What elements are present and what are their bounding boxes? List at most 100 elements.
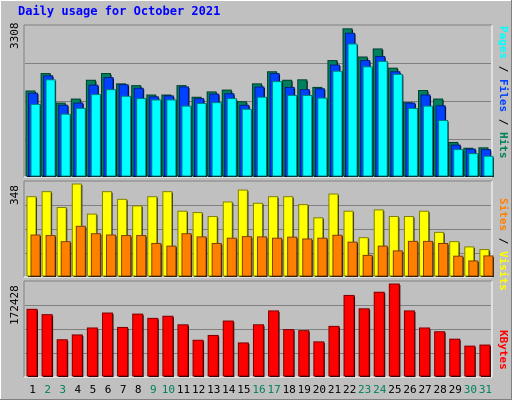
bar-middle-sites-9: [151, 242, 162, 277]
bar-top-pages-9: [151, 99, 162, 177]
bar-bottom-kbytes-3: [56, 339, 68, 377]
legend-pages: Pages: [497, 26, 510, 60]
day-label-6: 6: [105, 383, 112, 396]
bar-top-pages-24: [377, 60, 388, 177]
legend-sites: Sites: [497, 198, 510, 232]
bar-top-pages-22: [347, 43, 358, 177]
day-label-11: 11: [177, 383, 190, 396]
bar-bottom-kbytes-30: [464, 345, 476, 377]
day-label-22: 22: [343, 383, 356, 396]
bar-bottom-kbytes-18: [283, 329, 295, 377]
bar-top-pages-29: [453, 149, 464, 177]
middle-ymax-label: 348: [8, 185, 21, 205]
day-label-15: 15: [237, 383, 250, 396]
top-ymax-label: 3308: [8, 22, 21, 50]
bar-top-pages-15: [241, 108, 252, 177]
bar-bottom-kbytes-10: [162, 315, 174, 377]
bar-top-pages-11: [181, 105, 192, 177]
bar-middle-sites-11: [181, 233, 192, 277]
day-label-20: 20: [313, 383, 326, 396]
bar-bottom-kbytes-25: [388, 283, 400, 377]
bar-middle-sites-15: [241, 236, 252, 277]
legend-kbytes: KBytes: [497, 330, 510, 370]
bar-middle-sites-29: [453, 255, 464, 277]
day-label-18: 18: [283, 383, 296, 396]
bar-top-pages-28: [438, 120, 449, 177]
bar-top-pages-1: [30, 103, 41, 177]
bar-top-pages-31: [483, 155, 494, 177]
bar-middle-sites-16: [256, 236, 267, 277]
bar-top-pages-5: [90, 94, 101, 177]
bottom-right-legend: KBytes: [497, 330, 510, 370]
bar-bottom-kbytes-28: [434, 331, 446, 377]
bar-middle-sites-27: [423, 240, 434, 277]
bar-bottom-kbytes-2: [41, 314, 53, 377]
bar-bottom-kbytes-20: [313, 341, 325, 377]
bar-middle-sites-8: [136, 235, 147, 277]
day-label-31: 31: [479, 383, 492, 396]
bar-bottom-kbytes-27: [419, 327, 431, 377]
bar-bottom-kbytes-29: [449, 338, 461, 377]
bar-bottom-kbytes-14: [222, 320, 234, 377]
bar-top-pages-13: [211, 102, 222, 177]
bar-top-pages-17: [272, 81, 283, 177]
bar-middle-sites-3: [60, 241, 71, 277]
bar-bottom-kbytes-26: [403, 310, 415, 377]
bar-bottom-kbytes-19: [298, 330, 310, 377]
bar-top-pages-25: [392, 73, 403, 177]
bar-middle-sites-31: [483, 255, 494, 277]
day-label-21: 21: [328, 383, 341, 396]
bar-bottom-kbytes-23: [358, 308, 370, 377]
bar-top-pages-7: [121, 95, 132, 177]
day-label-14: 14: [222, 383, 236, 396]
bar-middle-sites-5: [90, 233, 101, 277]
day-label-9: 9: [150, 383, 157, 396]
bar-bottom-kbytes-31: [479, 344, 491, 377]
day-label-23: 23: [358, 383, 371, 396]
bar-bottom-kbytes-16: [252, 324, 264, 377]
bar-top-pages-16: [256, 96, 267, 177]
bar-bottom-kbytes-11: [177, 324, 189, 377]
bar-middle-sites-7: [121, 235, 132, 277]
day-label-24: 24: [373, 383, 387, 396]
bar-middle-sites-28: [438, 242, 449, 277]
bar-top-pages-2: [45, 79, 56, 177]
bar-top-pages-30: [468, 153, 479, 177]
bar-bottom-kbytes-22: [343, 294, 355, 377]
bar-bottom-kbytes-5: [86, 327, 98, 377]
bar-top-pages-18: [287, 94, 298, 177]
bar-middle-sites-20: [317, 237, 328, 277]
bar-bottom-kbytes-24: [373, 291, 385, 377]
bar-top-pages-20: [317, 97, 328, 177]
bar-middle-sites-21: [332, 234, 343, 277]
bar-top-pages-6: [105, 89, 116, 177]
day-label-7: 7: [120, 383, 127, 396]
bar-bottom-kbytes-13: [207, 334, 219, 377]
day-label-30: 30: [464, 383, 477, 396]
day-label-28: 28: [434, 383, 447, 396]
bar-top-pages-23: [362, 66, 373, 177]
bar-bottom-kbytes-15: [237, 342, 249, 377]
legend-files: Files: [497, 79, 510, 113]
day-label-19: 19: [298, 383, 311, 396]
bar-middle-sites-18: [287, 236, 298, 277]
bar-middle-sites-23: [362, 254, 373, 277]
legend-sep-1: /: [497, 59, 510, 79]
bar-middle-sites-6: [105, 234, 116, 277]
bar-middle-sites-1: [30, 234, 41, 277]
bar-middle-sites-10: [166, 245, 177, 277]
bar-bottom-kbytes-6: [101, 312, 113, 377]
legend-sep-2: /: [497, 112, 510, 132]
day-label-13: 13: [207, 383, 220, 396]
day-label-12: 12: [192, 383, 205, 396]
day-label-17: 17: [267, 383, 280, 396]
bar-bottom-kbytes-8: [132, 313, 144, 377]
day-label-16: 16: [252, 383, 265, 396]
bar-middle-sites-25: [392, 250, 403, 277]
day-label-2: 2: [44, 383, 51, 396]
bar-middle-sites-24: [377, 245, 388, 277]
day-label-27: 27: [418, 383, 431, 396]
bar-middle-sites-30: [468, 260, 479, 277]
